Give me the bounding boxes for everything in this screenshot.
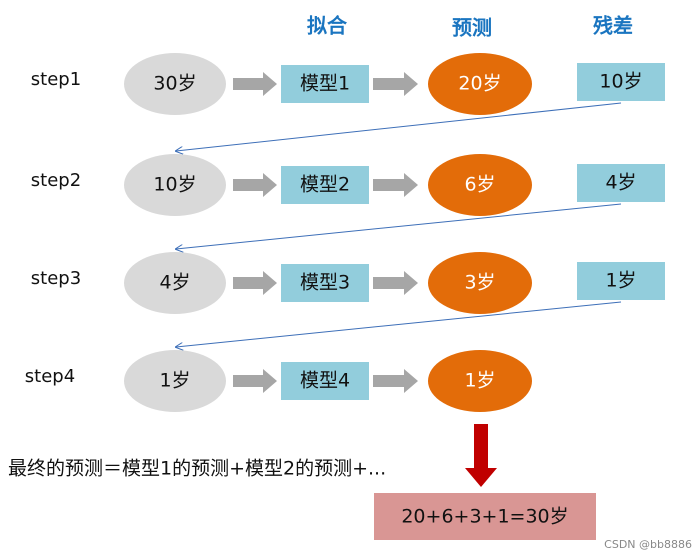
residual: 10岁 <box>599 71 642 93</box>
header: 拟合 <box>307 14 348 38</box>
header: 预测 <box>452 16 492 40</box>
prediction-ellipse <box>428 252 532 314</box>
residual: 1岁 <box>605 270 636 292</box>
residual-box <box>577 63 665 101</box>
input-ellipse <box>124 53 226 115</box>
model-box <box>281 65 369 103</box>
flow-arrow <box>373 72 418 96</box>
flow-arrow <box>373 369 418 393</box>
watermark: CSDN @bb8886 <box>604 538 692 551</box>
flow-arrow <box>233 173 277 197</box>
model-box <box>281 166 369 204</box>
step-label: step3 <box>31 268 81 289</box>
model: 模型3 <box>300 272 350 294</box>
flow-arrow <box>233 72 277 96</box>
input: 1岁 <box>159 370 190 392</box>
model: 模型4 <box>300 370 350 392</box>
feedback-line <box>176 301 622 347</box>
flow-arrow <box>233 369 277 393</box>
flow-arrow <box>233 271 277 295</box>
model-box <box>281 362 369 400</box>
prediction-ellipse <box>428 53 532 115</box>
residual-box <box>577 164 665 202</box>
input-ellipse <box>124 252 226 314</box>
model: 模型1 <box>300 73 350 95</box>
flow-arrow <box>373 173 418 197</box>
model: 模型2 <box>300 174 350 196</box>
prediction: 20岁 <box>458 73 501 95</box>
feedback-line <box>176 203 622 249</box>
residual-box <box>577 262 665 300</box>
residual: 4岁 <box>605 172 636 194</box>
input: 4岁 <box>159 272 190 294</box>
result-box <box>374 493 596 540</box>
step-label: step2 <box>31 170 81 191</box>
prediction: 1岁 <box>464 370 495 392</box>
result: 20+6+3+1=30岁 <box>401 506 568 528</box>
input: 10岁 <box>153 174 196 196</box>
prediction-ellipse <box>428 350 532 412</box>
step-label: step4 <box>25 366 75 387</box>
prediction: 3岁 <box>464 272 495 294</box>
feedback-line <box>176 102 622 151</box>
prediction-ellipse <box>428 154 532 216</box>
flow-arrow <box>373 271 418 295</box>
input: 30岁 <box>153 73 196 95</box>
step-label: step1 <box>31 69 81 90</box>
model-box <box>281 264 369 302</box>
header: 残差 <box>593 14 633 38</box>
down-arrow <box>465 424 497 487</box>
formula: 最终的预测＝模型1的预测+模型2的预测+... <box>8 458 386 480</box>
input-ellipse <box>124 350 226 412</box>
prediction: 6岁 <box>464 174 495 196</box>
rows: step1 30岁 模型1 20岁 10岁step2 10岁 模型2 6岁 4岁step3 4岁模… <box>25 53 665 412</box>
input-ellipse <box>124 154 226 216</box>
